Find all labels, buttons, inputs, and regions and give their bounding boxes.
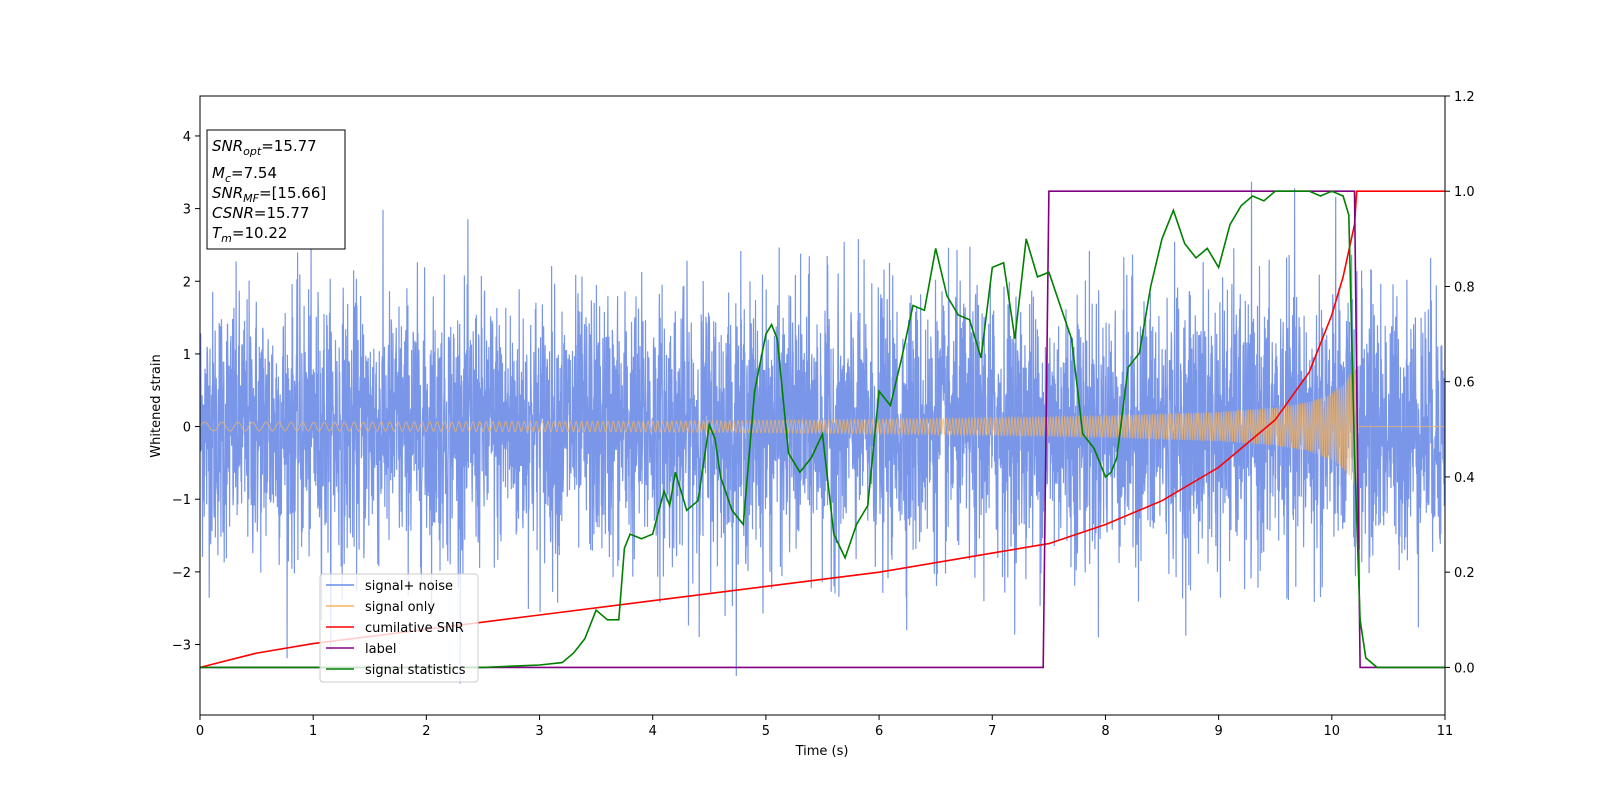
x-tick-label: 11	[1437, 724, 1454, 739]
legend-label-signal-noise: signal+ noise	[365, 579, 453, 594]
x-axis-label: Time (s)	[795, 744, 849, 759]
x-tick-label: 9	[1214, 724, 1222, 739]
annotation-box: SNRopt=15.77 Mc=7.54 SNRMF=[15.66] CSNR=…	[206, 129, 346, 250]
annotation-snr-opt: SNRopt=15.77	[212, 137, 317, 158]
x-tick-label: 6	[875, 724, 883, 739]
x-tick-label: 4	[649, 724, 657, 739]
y-axis-right: 0.0 0.2 0.4 0.6 0.8 1.0 1.2	[1445, 90, 1475, 676]
x-tick-label: 5	[762, 724, 770, 739]
y-axis-left: −3 −2 −1 0 1 2 3 4	[172, 130, 200, 654]
x-tick-label: 7	[988, 724, 996, 739]
x-axis: 0 1 2 3 4 5 6 7 8 9 10 11	[196, 715, 1453, 739]
series-signal-only	[200, 368, 1445, 492]
series-label	[200, 190, 1445, 669]
series-signal-statistics	[200, 190, 1445, 669]
y-tick-label: 2	[183, 275, 191, 290]
x-tick-label: 2	[422, 724, 430, 739]
y-tick-label: 4	[183, 130, 191, 145]
y-tick-label: −2	[172, 566, 191, 581]
y2-tick-label: 0.2	[1454, 566, 1475, 581]
annotation-snr-mf: SNRMF=[15.66]	[212, 184, 326, 205]
y-tick-label: 0	[183, 421, 191, 436]
y2-tick-label: 0.0	[1454, 661, 1475, 676]
y-tick-label: −1	[172, 493, 191, 508]
annotation-mc: Mc=7.54	[212, 164, 277, 185]
annotation-csnr: CSNR=15.77	[212, 204, 309, 222]
x-tick-label: 1	[309, 724, 317, 739]
legend-label-label: label	[365, 642, 396, 657]
y-tick-label: −3	[172, 639, 191, 654]
y2-tick-label: 0.6	[1454, 376, 1475, 391]
legend-frame	[319, 573, 479, 683]
legend-label-cumulative-snr: cumilative SNR	[365, 621, 464, 636]
x-tick-label: 10	[1324, 724, 1341, 739]
y-tick-label: 1	[183, 348, 191, 363]
y-tick-label: 3	[183, 203, 191, 218]
annotation-tm: Tm=10.22	[212, 224, 287, 245]
y2-tick-label: 1.0	[1454, 185, 1475, 200]
x-tick-label: 3	[535, 724, 543, 739]
plot-frame	[199, 95, 1446, 716]
legend-label-signal-statistics: signal statistics	[365, 663, 466, 678]
x-tick-label: 0	[196, 724, 204, 739]
y-axis-label: Whitened strain	[149, 354, 164, 457]
legend: signal+ noise signal only cumilative SNR…	[319, 573, 479, 683]
series-signal-noise	[200, 181, 1445, 684]
y2-tick-label: 0.4	[1454, 471, 1475, 486]
y2-tick-label: 1.2	[1454, 90, 1475, 105]
legend-label-signal-only: signal only	[365, 600, 435, 615]
y2-tick-label: 0.8	[1454, 280, 1475, 295]
x-tick-label: 8	[1101, 724, 1109, 739]
annotation-frame	[206, 129, 346, 250]
